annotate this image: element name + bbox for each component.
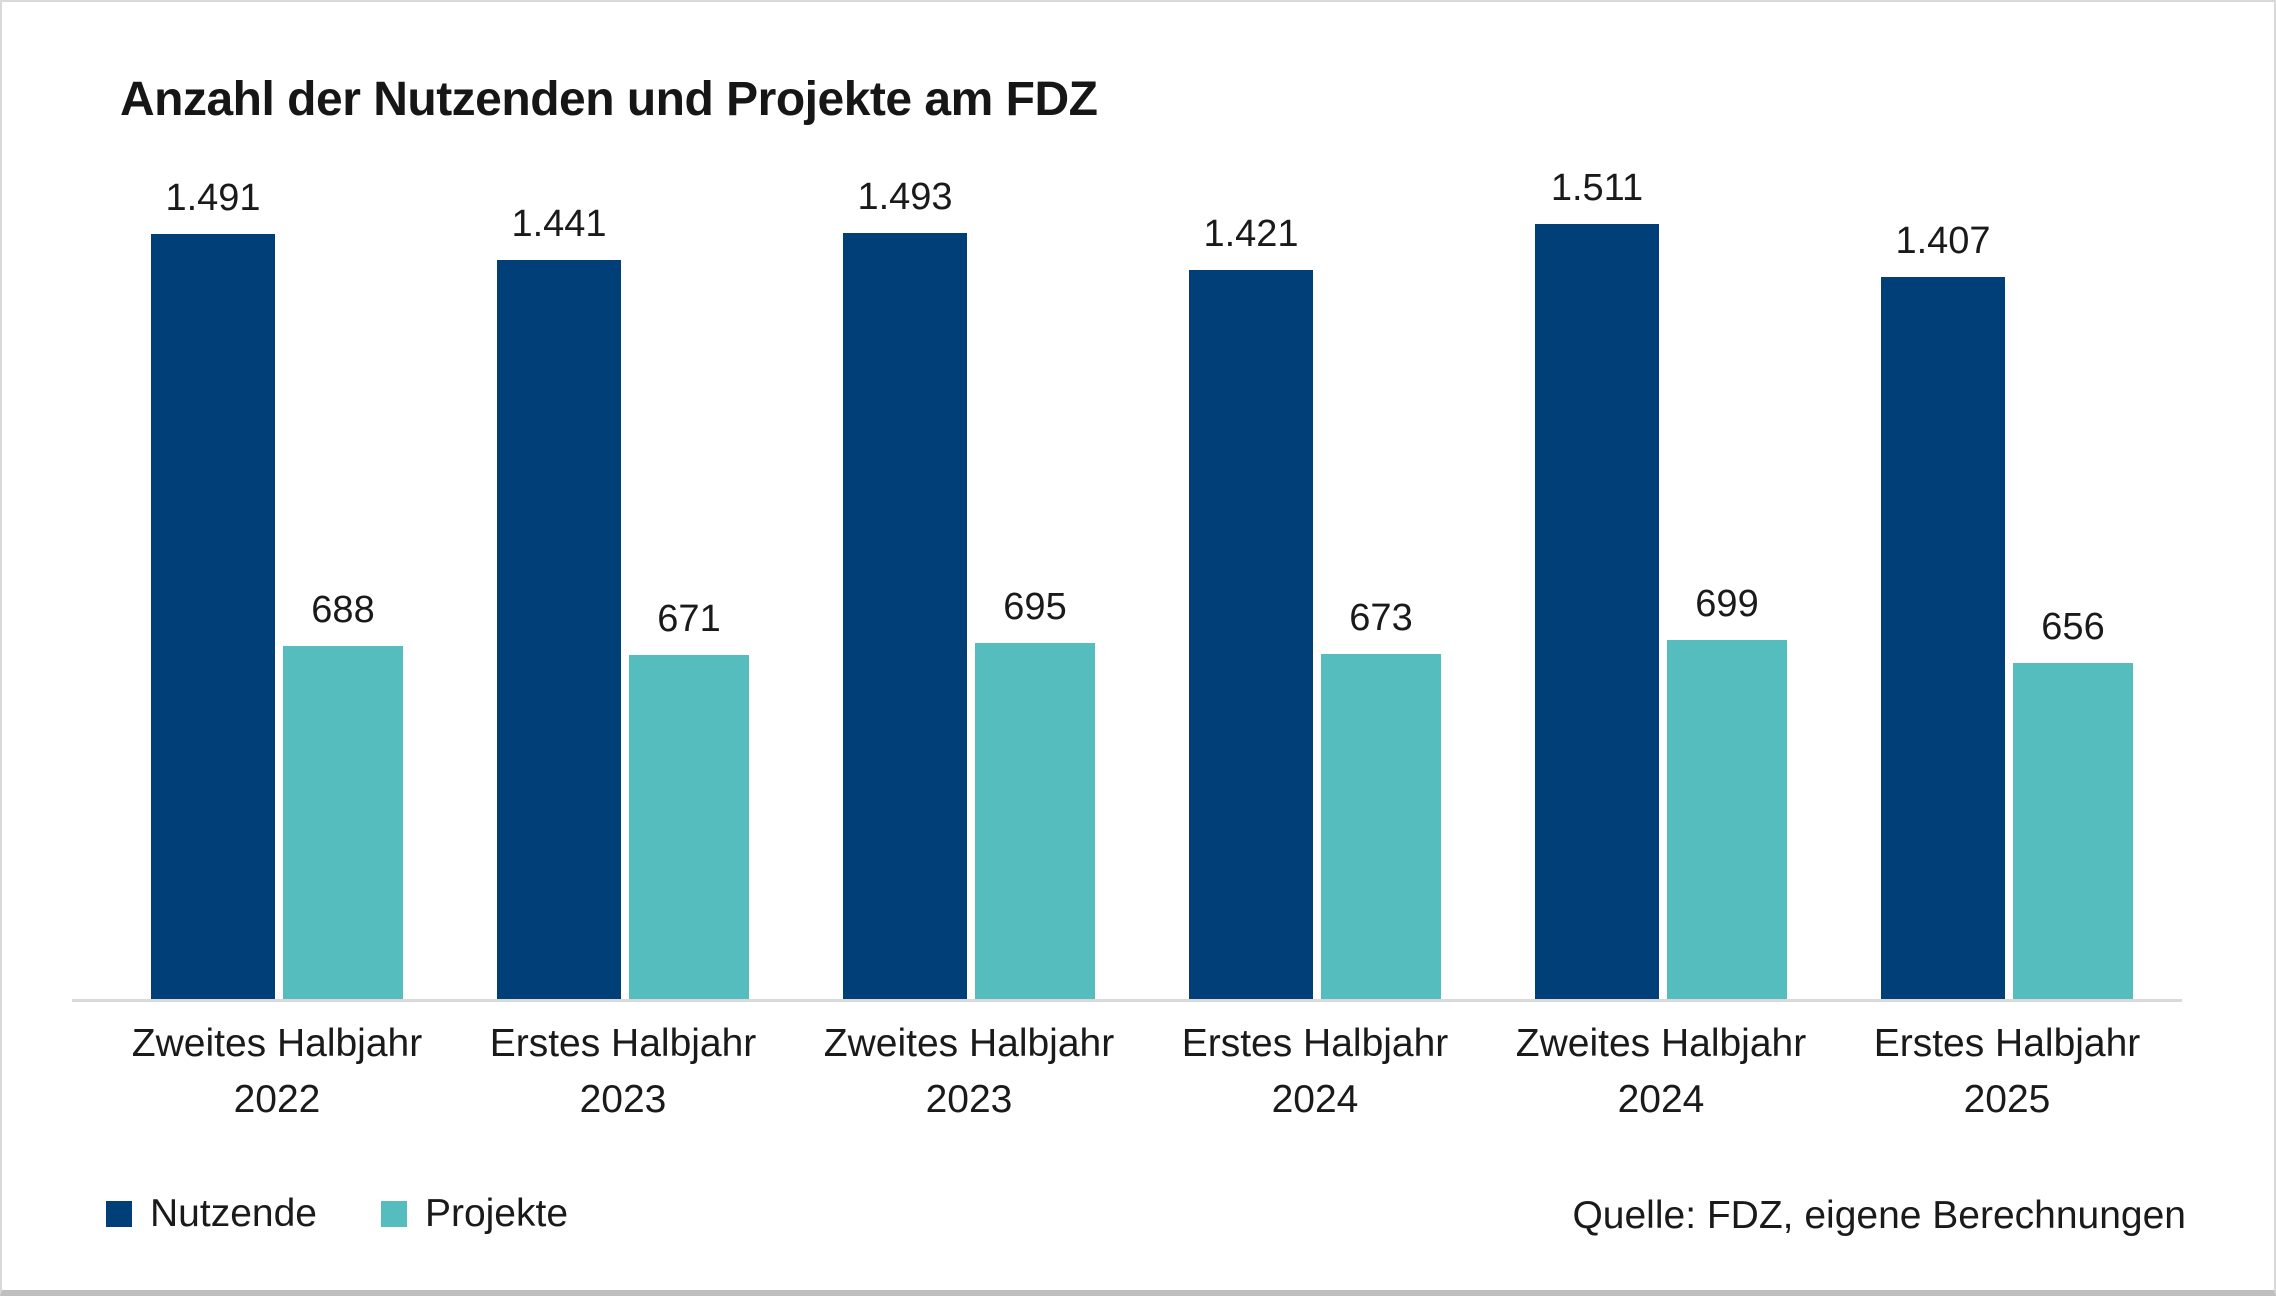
x-axis-label: Zweites Halbjahr 2022: [131, 1022, 423, 1121]
value-label-projekte: 688: [311, 589, 375, 631]
bar-column-projekte: 688: [283, 589, 403, 999]
bar-column-nutzende: 1.421: [1189, 213, 1313, 999]
x-axis-line: [72, 999, 2182, 1002]
legend-item-projekte: Projekte: [380, 1192, 569, 1236]
bar-nutzende: [497, 260, 621, 999]
value-label-nutzende: 1.441: [511, 203, 607, 245]
bar-nutzende: [151, 234, 275, 999]
bar-projekte: [975, 643, 1095, 999]
value-label-projekte: 656: [2041, 606, 2105, 648]
bar-column-nutzende: 1.511: [1535, 167, 1659, 999]
legend: Nutzende Projekte: [106, 1192, 568, 1236]
value-label-nutzende: 1.407: [1895, 220, 1991, 262]
value-label-nutzende: 1.491: [165, 177, 261, 219]
x-axis-label: Erstes Halbjahr 2024: [1181, 1022, 1449, 1121]
bar-projekte: [1321, 654, 1441, 999]
value-label-nutzende: 1.511: [1550, 167, 1644, 209]
bar-nutzende: [1189, 270, 1313, 999]
bar-projekte: [283, 646, 403, 999]
bar-nutzende: [1535, 224, 1659, 999]
legend-label-projekte: Projekte: [424, 1192, 569, 1235]
bar-projekte: [1667, 640, 1787, 999]
bar-group: 1.491 688: [104, 177, 450, 999]
legend-item-nutzende: Nutzende: [106, 1192, 317, 1236]
bar-group: 1.441 671: [450, 203, 796, 999]
bar-column-nutzende: 1.407: [1881, 220, 2005, 999]
bar-column-projekte: 699: [1667, 583, 1787, 999]
x-axis-labels: Zweites Halbjahr 2022 Erstes Halbjahr 2023 Z…: [104, 1016, 2180, 1128]
bar-column-nutzende: 1.441: [497, 203, 621, 999]
x-axis-label: Zweites Halbjahr 2024: [1515, 1022, 1807, 1121]
value-label-nutzende: 1.493: [857, 176, 953, 218]
plot-area: 1.491 688 1.441 671 1.493 695 1.421 673 1.511 699…: [72, 2, 2182, 1290]
bar-projekte: [629, 655, 749, 999]
bar-column-projekte: 695: [975, 586, 1095, 999]
bar-nutzende: [1881, 277, 2005, 999]
value-label-nutzende: 1.421: [1203, 213, 1299, 255]
value-label-projekte: 695: [1003, 586, 1067, 628]
legend-swatch-projekte-icon: [380, 1201, 407, 1227]
bar-groups: 1.491 688 1.441 671 1.493 695 1.421 673 1.511 699…: [104, 2, 2180, 999]
bar-group: 1.493 695: [796, 176, 1142, 999]
bar-column-projekte: 673: [1321, 597, 1441, 999]
x-axis-label: Zweites Halbjahr 2023: [823, 1022, 1115, 1121]
x-axis-label: Erstes Halbjahr 2025: [1873, 1022, 2141, 1121]
value-label-projekte: 671: [657, 598, 721, 640]
source-text: Quelle: FDZ, eigene Berechnungen: [1572, 1194, 2186, 1237]
bar-column-nutzende: 1.493: [843, 176, 967, 999]
value-label-projekte: 673: [1349, 597, 1413, 639]
bar-projekte: [2013, 663, 2133, 999]
legend-swatch-nutzende-icon: [106, 1201, 132, 1227]
legend-label-nutzende: Nutzende: [150, 1192, 317, 1235]
bar-group: 1.511 699: [1488, 167, 1834, 999]
x-axis-label: Erstes Halbjahr 2023: [489, 1022, 757, 1121]
bar-column-nutzende: 1.491: [151, 177, 275, 999]
bar-group: 1.421 673: [1142, 213, 1488, 999]
bar-group: 1.407 656: [1834, 220, 2180, 999]
bar-column-projekte: 671: [629, 598, 749, 999]
bar-column-projekte: 656: [2013, 606, 2133, 999]
bar-nutzende: [843, 233, 967, 999]
chart-title: Anzahl der Nutzenden und Projekte am FDZ: [120, 73, 1098, 126]
value-label-projekte: 699: [1695, 583, 1759, 625]
